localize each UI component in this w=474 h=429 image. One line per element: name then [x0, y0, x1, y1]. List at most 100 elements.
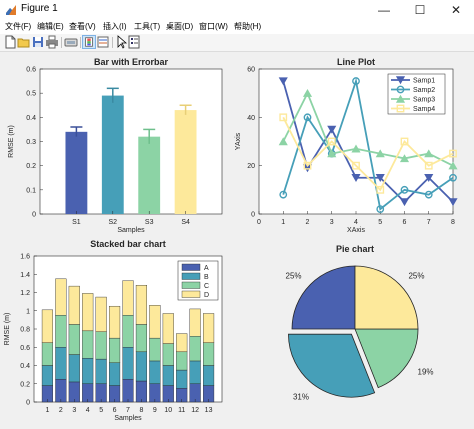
stack-segment-B-9: [149, 360, 161, 384]
bar-S4: [174, 110, 197, 214]
legend-swatch-C: [181, 281, 201, 289]
save-icon[interactable]: [31, 35, 45, 49]
menu-edit[interactable]: 编辑(E): [37, 22, 64, 31]
point-Samp3: [424, 149, 434, 158]
y-tick-label: 60: [247, 67, 255, 74]
window-title: Figure 1: [21, 3, 58, 14]
legend-label: Samp3: [413, 97, 435, 104]
y-tick-label: 0.1: [26, 187, 36, 194]
stack-segment-B-11: [176, 369, 188, 389]
pie-chart: 25% 31% 19% 25% Pie chart: [286, 244, 434, 402]
point-Samp1: [399, 198, 410, 207]
legend-marker-Samp4: [396, 104, 405, 113]
stack-segment-C-6: [108, 337, 121, 363]
stack-segment-D-9: [149, 305, 161, 339]
point-Samp1: [278, 77, 288, 86]
legend-swatch-B: [181, 272, 201, 280]
x-tick-label: 13: [205, 407, 213, 414]
figure-toolbar: [0, 34, 474, 52]
stack-segment-C-3: [68, 324, 80, 355]
point-Samp2: [279, 190, 288, 199]
point-Samp1: [448, 198, 458, 207]
point-Samp1: [327, 125, 337, 134]
y-tick-label: 1.2: [20, 290, 30, 297]
legend-swatch-D: [181, 290, 201, 298]
insert-legend-icon[interactable]: [96, 35, 110, 49]
point-Samp1: [351, 174, 361, 182]
link-icon[interactable]: [64, 35, 78, 49]
stack-segment-B-10: [162, 365, 174, 386]
stack-segment-C-7: [122, 315, 134, 348]
point-Samp3: [448, 161, 458, 170]
point-Samp1: [375, 174, 385, 182]
print-icon[interactable]: [45, 35, 59, 49]
x-tick-label: 12: [191, 407, 199, 414]
legend-marker-Samp2: [396, 85, 405, 94]
chart-title: Bar with Errorbar: [94, 57, 169, 67]
stack-segment-C-11: [176, 351, 188, 371]
menu-insert[interactable]: 插入(I): [103, 22, 127, 31]
stack-segment-D-6: [108, 305, 121, 339]
new-file-icon[interactable]: [3, 35, 17, 49]
minimize-button[interactable]: —: [378, 3, 390, 17]
stack-segment-C-2: [55, 315, 67, 348]
stack-segment-C-8: [135, 324, 148, 353]
line-plot-chart: 0 20 40 60 0 1 2 3 4 5 6 7 8 Samp1 Samp2 Samp3 Samp4 Line…: [235, 57, 458, 234]
y-tick-label: 0.2: [26, 163, 36, 170]
stack-segment-B-2: [55, 347, 67, 380]
pointer-icon[interactable]: [114, 35, 128, 49]
stack-segment-C-1: [41, 342, 54, 366]
menu-desktop[interactable]: 桌面(D): [166, 22, 194, 31]
menu-window[interactable]: 窗口(W): [199, 22, 228, 31]
legend-label: C: [204, 283, 209, 290]
legend-label: Samp4: [413, 106, 435, 113]
x-tick-label: 6: [403, 219, 407, 226]
menu-file[interactable]: 文件(F): [5, 22, 32, 31]
bar-errorbar-chart: 0 0.1 0.2 0.3 0.4 0.5 0.6 S1 S2 S3 S4 Bar with Erro…: [8, 57, 223, 234]
line-plot-legend: Samp1 Samp2 Samp3 Samp4: [387, 73, 446, 115]
insert-colorbar-icon[interactable]: [82, 35, 96, 49]
stack-segment-B-8: [135, 351, 148, 382]
menu-tools[interactable]: 工具(T): [134, 22, 161, 31]
x-tick-label: 6: [113, 407, 117, 414]
maximize-button[interactable]: ☐: [414, 3, 426, 17]
menu-help[interactable]: 帮助(H): [234, 22, 262, 31]
chart-title: Stacked bar chart: [90, 239, 166, 249]
y-tick-label: 1.4: [20, 272, 30, 279]
legend-label: Samp2: [413, 87, 435, 94]
open-folder-icon[interactable]: [17, 35, 31, 49]
legend-label: A: [204, 265, 209, 272]
toolbar-separator: [112, 37, 113, 48]
point-Samp4: [400, 137, 409, 146]
x-axis-label: XAxis: [347, 227, 365, 234]
x-axis-label: Samples: [117, 227, 145, 234]
stack-segment-B-5: [95, 358, 107, 384]
line-Samp2: [282, 77, 454, 211]
point-Samp1: [424, 174, 434, 182]
y-tick-label: 0: [32, 212, 36, 219]
pie-slice-4: [354, 265, 419, 330]
stack-segment-D-2: [55, 278, 67, 316]
stack-segment-C-5: [95, 331, 107, 360]
close-button[interactable]: ✕: [450, 3, 462, 17]
y-tick-label: 0.6: [20, 345, 30, 352]
y-tick-label: 0.4: [26, 115, 36, 122]
x-tick-label: 2: [59, 407, 63, 414]
point-Samp4: [279, 113, 288, 122]
property-inspector-icon[interactable]: [127, 35, 141, 49]
legend-label: B: [204, 274, 209, 281]
stack-segment-D-11: [176, 333, 188, 353]
menu-view[interactable]: 查看(V): [69, 22, 96, 31]
stack-segment-D-13: [202, 313, 215, 343]
x-tick-label: 7: [427, 219, 431, 226]
y-tick-label: 40: [247, 115, 255, 122]
point-Samp3: [302, 88, 313, 97]
x-tick-label: 8: [139, 407, 143, 414]
y-tick-label: 0: [26, 400, 30, 407]
pie-label: 25%: [408, 272, 424, 281]
x-tick-label: S2: [109, 219, 118, 226]
stack-segment-D-8: [135, 284, 148, 325]
window-titlebar: Figure 1 — ☐ ✕: [0, 0, 474, 20]
stack-segment-B-12: [189, 360, 201, 384]
bar-S3: [138, 136, 161, 214]
